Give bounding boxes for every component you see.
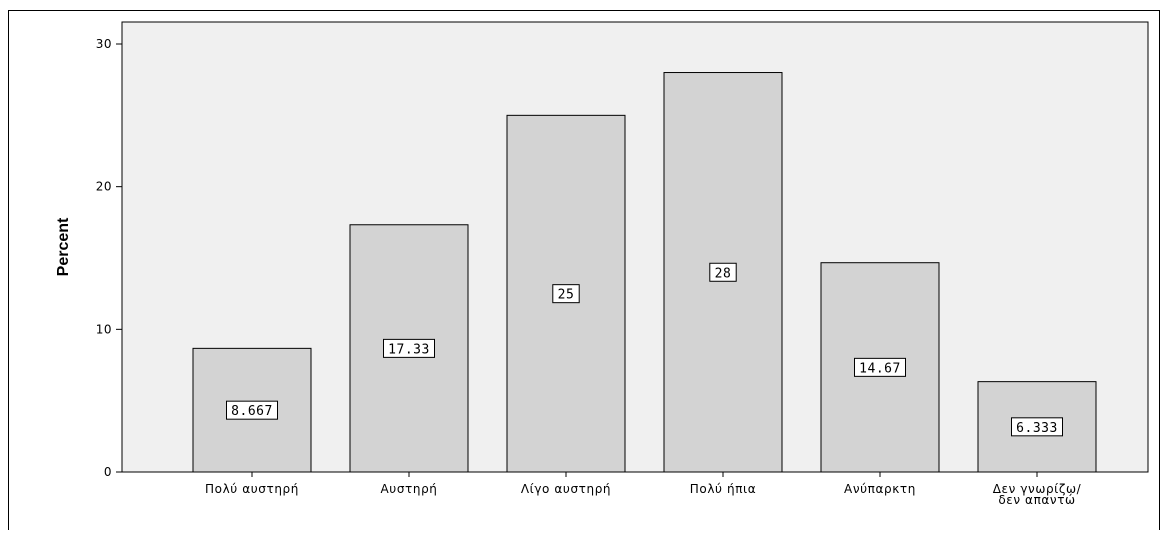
y-axis-label: Percent [55, 217, 72, 276]
data-label: 6.333 [1016, 421, 1058, 436]
x-tick-label: δεν απαντώ [998, 493, 1075, 507]
y-tick-label: 30 [96, 37, 112, 51]
data-label: 14.67 [859, 361, 901, 376]
x-tick-label: Δεν γνωρίζω/ [993, 482, 1082, 496]
y-tick-label: 0 [104, 465, 112, 479]
x-axis: Πολύ αυστηρή Αυστηρή Λίγο αυστηρή Πολύ ήπια… [205, 472, 1082, 507]
data-label: 17.33 [388, 342, 430, 357]
x-tick-label: Αυστηρή [380, 482, 437, 496]
data-label-box [1011, 417, 1063, 437]
data-label-box [226, 400, 278, 420]
data-label: 8.667 [231, 404, 273, 419]
x-tick-label: Πολύ ήπια [690, 482, 756, 496]
y-axis: 0 10 20 30 [96, 37, 122, 479]
chart-frame [8, 10, 1160, 530]
data-label-box [709, 262, 737, 282]
data-label-box [383, 338, 435, 358]
bars-group: 8.667 17.33 25 28 14.67 6.333 [192, 72, 1097, 473]
y-tick-label: 10 [96, 322, 112, 336]
data-label-box [552, 284, 580, 304]
data-label: 25 [558, 288, 575, 303]
data-label: 28 [715, 266, 732, 281]
x-tick-label: Λίγο αυστηρή [521, 482, 611, 496]
data-label-box [854, 357, 906, 377]
x-tick-label: Ανύπαρκτη [844, 482, 916, 496]
x-tick-label: Πολύ αυστηρή [205, 482, 299, 496]
y-tick-label: 20 [96, 180, 112, 194]
